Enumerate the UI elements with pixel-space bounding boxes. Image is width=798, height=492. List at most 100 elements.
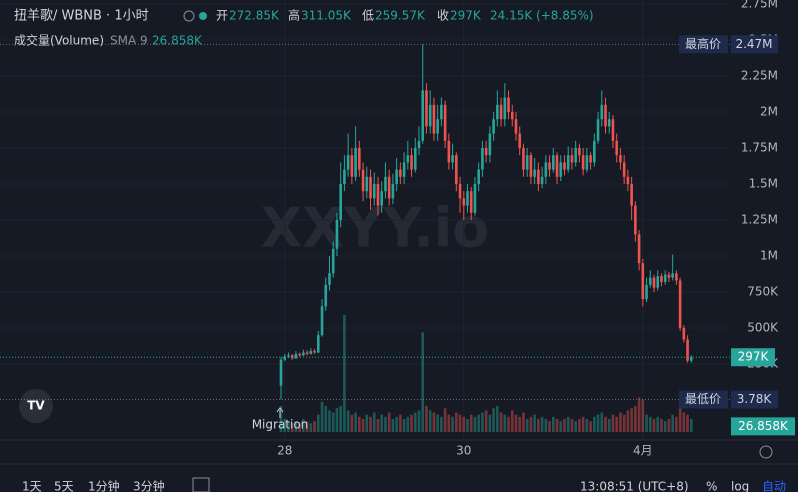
volume-bar xyxy=(503,414,507,432)
volume-bar xyxy=(343,315,346,432)
candle-body xyxy=(335,220,339,249)
sma-value: 26.858K xyxy=(152,34,203,48)
volume-bar xyxy=(667,419,671,432)
y-tick-label: 750K xyxy=(747,284,779,298)
candle-body xyxy=(290,355,294,359)
candle-body xyxy=(469,191,473,213)
y-tick-label: 2.25M xyxy=(741,69,778,83)
candle-body xyxy=(496,104,499,120)
candle-body xyxy=(484,148,488,156)
volume-bar xyxy=(544,419,548,432)
candle-body xyxy=(402,162,406,177)
percent-button[interactable]: % xyxy=(706,480,717,492)
candle-body xyxy=(421,90,425,141)
volume-bar xyxy=(660,419,663,432)
candle-body xyxy=(339,184,342,220)
volume-bar xyxy=(469,414,473,432)
settings-icon[interactable] xyxy=(759,445,773,459)
candle-body xyxy=(455,155,458,185)
volume-bar xyxy=(462,416,466,432)
open-value: 272.85K xyxy=(229,9,280,23)
candle-body xyxy=(458,184,462,199)
candle-body xyxy=(481,148,484,170)
calendar-icon[interactable] xyxy=(192,477,210,492)
volume-bar xyxy=(376,419,380,432)
volume-bar xyxy=(447,414,451,432)
volume-bar xyxy=(507,416,510,432)
candle-body xyxy=(671,273,674,278)
volume-bar xyxy=(604,416,607,432)
candle-body xyxy=(518,133,522,149)
volume-bar xyxy=(533,414,536,432)
volume-bar xyxy=(451,416,454,432)
volume-bar xyxy=(320,401,324,432)
volume-bar xyxy=(384,416,387,432)
candle-body xyxy=(440,104,443,120)
range-button[interactable]: 1天 xyxy=(22,480,42,492)
volume-bar xyxy=(648,416,652,432)
last-price-box xyxy=(731,348,775,367)
candle-body xyxy=(525,155,529,170)
volume-bar xyxy=(596,414,600,432)
candle-body xyxy=(425,90,428,127)
y-tick-label: 1.25M xyxy=(741,213,778,227)
volume-bar xyxy=(611,414,615,432)
candle-body xyxy=(447,140,451,163)
symbol: 扭羊歌/ WBNB · 1小时 xyxy=(14,8,149,24)
y-tick-label: 2M xyxy=(760,105,778,119)
volume-bar xyxy=(346,410,350,432)
logo[interactable] xyxy=(19,389,53,423)
y-tick-label: 1.75M xyxy=(741,141,778,155)
eye-icon[interactable] xyxy=(183,10,195,22)
volume-bar xyxy=(406,416,410,432)
volume-bar xyxy=(298,423,301,432)
range-button[interactable]: 5天 xyxy=(54,480,74,492)
volume-bar xyxy=(317,414,320,432)
plot xyxy=(0,0,730,440)
range-button[interactable]: 3分钟 xyxy=(133,479,165,492)
volume-bar xyxy=(410,414,413,432)
candle-body xyxy=(294,353,298,359)
candle-body xyxy=(641,263,645,300)
volume-bar xyxy=(358,416,361,432)
candle-body xyxy=(488,133,492,156)
candle-body xyxy=(660,276,663,282)
volume-bar xyxy=(574,421,577,432)
volume-bar xyxy=(350,414,354,432)
volume-bar xyxy=(540,416,544,432)
volume-bar xyxy=(581,416,585,432)
candle-body xyxy=(675,273,678,281)
lowest-label: 最低价 xyxy=(685,392,721,406)
volume-bar xyxy=(380,414,384,432)
volume-bar xyxy=(514,414,518,432)
candle-body xyxy=(466,191,469,206)
candle-body xyxy=(682,327,686,340)
x-tick-label: 28 xyxy=(277,444,292,458)
y-tick-label: 1M xyxy=(760,248,778,262)
range-button[interactable]: 1分钟 xyxy=(88,479,120,492)
log-button[interactable]: log xyxy=(731,480,749,492)
volume-bar xyxy=(425,406,428,432)
volume-sma-value: 26.858K xyxy=(738,419,789,433)
candle-body xyxy=(626,176,630,185)
volume-bar xyxy=(570,419,574,432)
auto-button[interactable]: 自动 xyxy=(762,480,786,492)
candle-body xyxy=(656,276,660,288)
volume-bar xyxy=(678,408,682,432)
candle-body xyxy=(540,176,544,185)
volume-bar xyxy=(417,410,421,432)
volume-bar xyxy=(421,332,425,432)
volume-bar xyxy=(361,419,365,432)
candle-body xyxy=(611,119,615,141)
candle-body xyxy=(593,140,596,163)
candle-body xyxy=(387,176,391,199)
volume-bar xyxy=(443,408,447,432)
volume-bar xyxy=(518,416,522,432)
volume-bar xyxy=(455,412,458,432)
volume-bar xyxy=(593,416,596,432)
volume-bar xyxy=(585,419,589,432)
volume-bar xyxy=(630,408,633,432)
candle-body xyxy=(615,140,618,156)
candle-body xyxy=(589,155,592,163)
volume-bar xyxy=(399,414,402,432)
